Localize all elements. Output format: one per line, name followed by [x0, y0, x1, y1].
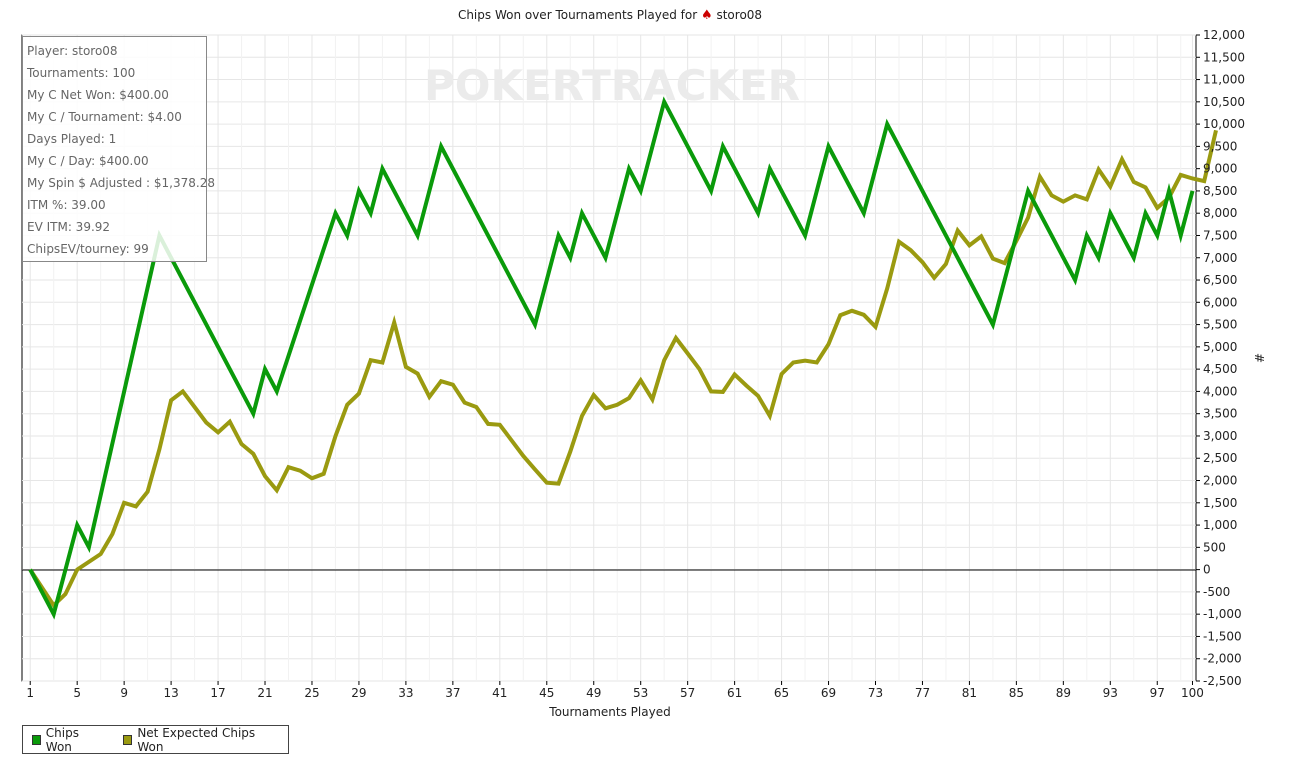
y-tick-label: 7,500: [1203, 228, 1237, 242]
y-tick-label: 6,000: [1203, 295, 1237, 309]
x-tick-label: 73: [868, 686, 883, 700]
y-tick-label: 5,000: [1203, 340, 1237, 354]
chart-title-text: Chips Won over Tournaments Played for: [457, 8, 698, 22]
y-tick-label: 3,000: [1203, 429, 1237, 443]
watermark-text: POKERTRACKER: [424, 61, 800, 110]
x-tick-label: 41: [492, 686, 507, 700]
x-tick-label: 77: [915, 686, 930, 700]
y-tick-label: 11,500: [1203, 50, 1245, 64]
x-tick-label: 69: [821, 686, 836, 700]
y-tick-label: -2,000: [1203, 652, 1242, 666]
legend-swatch-net-expected: [123, 734, 133, 745]
y-tick-label: 10,500: [1203, 95, 1245, 109]
legend-item-chips-won[interactable]: Chips Won: [32, 726, 99, 754]
y-tick-label: 1,500: [1203, 496, 1237, 510]
y-tick-label: 9,000: [1203, 162, 1237, 176]
x-tick-label: 17: [210, 686, 225, 700]
info-chipsev: ChipsEV/tourney: 99: [27, 242, 149, 256]
chart-legend: Chips Won Net Expected Chips Won: [22, 725, 289, 754]
info-per-tournament: My C / Tournament: $4.00: [27, 110, 182, 124]
legend-label: Chips Won: [45, 725, 79, 754]
info-ev-itm: EV ITM: 39.92: [27, 220, 111, 234]
y-tick-label: 12,000: [1203, 28, 1245, 42]
x-tick-label: 49: [586, 686, 601, 700]
y-tick-label: -500: [1203, 585, 1230, 599]
y-tick-label: 500: [1203, 540, 1226, 554]
x-tick-label: 53: [633, 686, 648, 700]
info-player: Player: storo08: [27, 44, 118, 58]
x-tick-label: 9: [120, 686, 128, 700]
info-days-played: Days Played: 1: [27, 132, 117, 146]
y-tick-label: 8,500: [1203, 184, 1237, 198]
x-tick-label: 85: [1009, 686, 1024, 700]
y-tick-label: 4,500: [1203, 362, 1237, 376]
spade-icon: ♠: [700, 8, 713, 23]
y-tick-label: -2,500: [1203, 674, 1242, 688]
stats-info-box: Player: storo08 Tournaments: 100 My C Ne…: [22, 36, 215, 262]
legend-label: Net Expected Chips Won: [137, 725, 256, 754]
series-layer: [28, 96, 1218, 620]
y-tick-label: -1,000: [1203, 607, 1242, 621]
x-tick-label: 29: [351, 686, 366, 700]
x-tick-label: 93: [1103, 686, 1118, 700]
y-tick-label: 2,000: [1203, 474, 1237, 488]
x-tick-label: 5: [73, 686, 81, 700]
info-spin-adjusted: My Spin $ Adjusted : $1,378.28: [27, 176, 215, 190]
y-tick-label: 1,000: [1203, 518, 1237, 532]
x-tick-label: 97: [1150, 686, 1165, 700]
y-tick-label: 4,000: [1203, 384, 1237, 398]
y-tick-label: 3,500: [1203, 407, 1237, 421]
x-tick-label: 25: [304, 686, 319, 700]
y-tick-label: 10,000: [1203, 117, 1245, 131]
x-tick-label: 21: [257, 686, 272, 700]
y-axis-label: #: [1252, 353, 1266, 363]
chart-title: Chips Won over Tournaments Played for ♠ …: [0, 8, 1220, 23]
series-line-chips-won: [28, 96, 1195, 620]
x-tick-label: 33: [398, 686, 413, 700]
y-tick-label: 7,000: [1203, 251, 1237, 265]
y-tick-label: 9,500: [1203, 139, 1237, 153]
y-tick-label: 11,000: [1203, 73, 1245, 87]
chart-title-player: storo08: [716, 8, 763, 22]
series-line-net-expected-chips-won: [28, 129, 1218, 609]
y-tick-label: 0: [1203, 563, 1211, 577]
info-per-day: My C / Day: $400.00: [27, 154, 149, 168]
y-axis: -2,500 -2,000 -1,500 -1,000 -500 0 500 1,000 1,5…: [1196, 28, 1245, 688]
info-tournaments: Tournaments: 100: [27, 66, 136, 80]
legend-swatch-chips-won: [32, 734, 41, 745]
x-tick-label: 1: [26, 686, 34, 700]
x-tick-label: 13: [163, 686, 178, 700]
x-tick-label: 81: [962, 686, 977, 700]
y-tick-label: 2,500: [1203, 451, 1237, 465]
info-itm: ITM %: 39.00: [27, 198, 106, 212]
x-axis-label: Tournaments Played: [548, 705, 670, 719]
legend-item-net-expected[interactable]: Net Expected Chips Won: [123, 726, 264, 754]
x-tick-label: 57: [680, 686, 695, 700]
y-tick-label: -1,500: [1203, 629, 1242, 643]
info-net-won: My C Net Won: $400.00: [27, 88, 169, 102]
y-tick-label: 8,000: [1203, 206, 1237, 220]
x-tick-label: 61: [727, 686, 742, 700]
x-axis: 1 5 9 13 17 21 25 29 33 37 41 45 49 53 57 61 65 69 73 77 81 8…: [26, 681, 1204, 700]
x-tick-label: 45: [539, 686, 554, 700]
y-tick-label: 6,500: [1203, 273, 1237, 287]
x-tick-label: 100: [1181, 686, 1204, 700]
y-tick-label: 5,500: [1203, 318, 1237, 332]
x-tick-label: 89: [1056, 686, 1071, 700]
x-tick-label: 37: [445, 686, 460, 700]
x-tick-label: 65: [774, 686, 789, 700]
